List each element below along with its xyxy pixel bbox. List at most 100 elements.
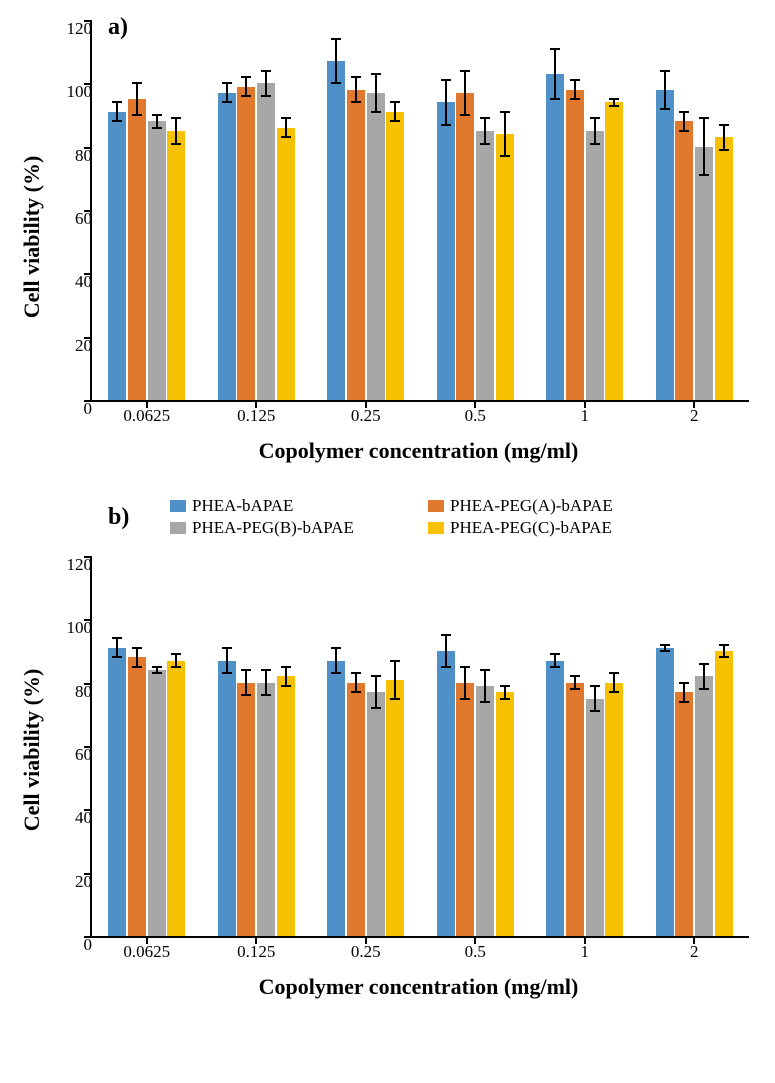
error-cap	[390, 660, 400, 662]
bar	[715, 651, 733, 936]
x-tick-label: 0.25	[351, 406, 381, 426]
x-tick-label: 0.125	[237, 942, 275, 962]
error-bar	[375, 676, 377, 708]
y-tick-label: 0	[42, 935, 92, 955]
error-cap	[699, 688, 709, 690]
chart: Cell viability (%)0204060801001200.06250…	[10, 500, 765, 1000]
bar	[218, 661, 236, 937]
y-tick-label: 60	[42, 209, 92, 229]
error-bar	[683, 683, 685, 702]
bar	[167, 661, 185, 937]
bar	[656, 648, 674, 936]
bar	[386, 680, 404, 937]
error-cap	[570, 98, 580, 100]
bar	[167, 131, 185, 400]
bar	[347, 90, 365, 400]
chart: Cell viability (%)0204060801001200.06250…	[10, 10, 765, 464]
error-cap	[719, 124, 729, 126]
bar	[476, 686, 494, 936]
error-cap	[112, 120, 122, 122]
bar	[367, 93, 385, 400]
y-tick-mark	[84, 83, 92, 85]
error-bar	[245, 77, 247, 96]
y-tick-mark	[84, 683, 92, 685]
x-axis-title: Copolymer concentration (mg/ml)	[90, 438, 747, 464]
y-tick-label: 60	[42, 745, 92, 765]
error-cap	[590, 710, 600, 712]
error-cap	[132, 647, 142, 649]
bar	[128, 657, 146, 936]
error-bar	[574, 80, 576, 99]
error-cap	[460, 666, 470, 668]
error-cap	[480, 701, 490, 703]
error-cap	[132, 82, 142, 84]
y-tick-label: 40	[42, 272, 92, 292]
y-tick-mark	[84, 273, 92, 275]
y-tick-label: 0	[42, 399, 92, 419]
bar	[277, 676, 295, 936]
y-tick-label: 80	[42, 146, 92, 166]
bar	[675, 121, 693, 400]
y-tick-label: 20	[42, 872, 92, 892]
error-cap	[719, 644, 729, 646]
error-bar	[285, 667, 287, 686]
error-cap	[590, 117, 600, 119]
bar	[237, 87, 255, 401]
bar-group	[640, 20, 750, 400]
error-cap	[590, 685, 600, 687]
bar	[496, 692, 514, 936]
error-cap	[679, 682, 689, 684]
plot-area: 0204060801001200.06250.1250.250.512	[90, 20, 749, 402]
error-cap	[371, 111, 381, 113]
bar	[715, 137, 733, 400]
error-cap	[500, 698, 510, 700]
error-cap	[261, 70, 271, 72]
error-cap	[261, 669, 271, 671]
bar	[456, 93, 474, 400]
error-cap	[719, 149, 729, 151]
y-tick-label: 100	[42, 618, 92, 638]
y-tick-mark	[84, 210, 92, 212]
y-tick-mark	[84, 337, 92, 339]
bar	[586, 131, 604, 400]
x-ticks: 0.06250.1250.250.512	[92, 936, 749, 960]
bar	[437, 651, 455, 936]
bar-group	[92, 20, 202, 400]
error-cap	[152, 666, 162, 668]
error-bar	[355, 673, 357, 692]
error-cap	[570, 675, 580, 677]
error-cap	[480, 117, 490, 119]
error-cap	[152, 127, 162, 129]
error-bar	[175, 118, 177, 143]
error-cap	[371, 675, 381, 677]
error-cap	[550, 653, 560, 655]
error-cap	[281, 117, 291, 119]
y-tick-mark	[84, 873, 92, 875]
error-cap	[660, 644, 670, 646]
error-cap	[331, 647, 341, 649]
error-cap	[331, 38, 341, 40]
bar	[327, 61, 345, 400]
y-tick-label: 40	[42, 808, 92, 828]
error-cap	[351, 76, 361, 78]
bar	[257, 683, 275, 936]
y-tick-mark	[84, 809, 92, 811]
panel-b: b)PHEA-bAPAEPHEA-PEG(A)-bAPAEPHEA-PEG(B)…	[10, 500, 765, 1000]
y-tick-label: 120	[42, 19, 92, 39]
y-tick-mark	[84, 936, 92, 938]
error-cap	[371, 73, 381, 75]
error-cap	[390, 101, 400, 103]
y-tick-mark	[84, 400, 92, 402]
error-cap	[222, 101, 232, 103]
error-bar	[594, 118, 596, 143]
bar	[546, 74, 564, 400]
error-cap	[171, 143, 181, 145]
error-bar	[136, 83, 138, 115]
error-cap	[480, 143, 490, 145]
error-cap	[241, 95, 251, 97]
bar	[128, 99, 146, 400]
y-tick-label: 100	[42, 82, 92, 102]
error-cap	[570, 688, 580, 690]
error-cap	[441, 634, 451, 636]
error-bar	[723, 125, 725, 150]
